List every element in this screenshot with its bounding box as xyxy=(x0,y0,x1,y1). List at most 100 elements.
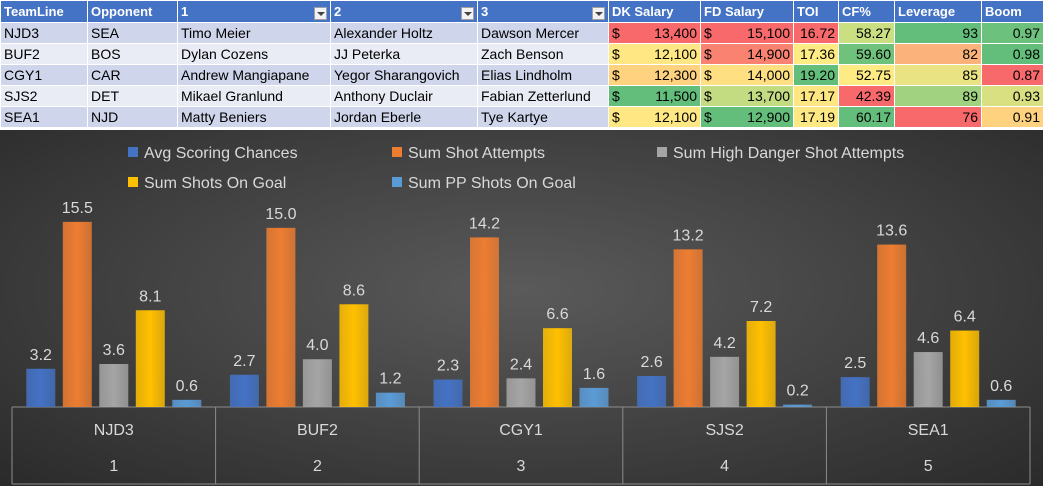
bar xyxy=(913,352,943,407)
column-header: 2 xyxy=(330,0,478,23)
table-header-row: TeamLine Opponent 1 2 3 DK Salary FD Salary TOI… xyxy=(0,0,1043,23)
teamline-table: TeamLine Opponent 1 2 3 DK Salary FD Salary TOI… xyxy=(0,0,1043,128)
bar-chart: Avg Scoring Chances Sum Shot Attempts Sum … xyxy=(0,130,1043,486)
bar xyxy=(433,379,463,407)
table-cell-boom: 0.87 xyxy=(981,64,1043,86)
table-row: CGY1 CAR Andrew Mangiapane Yegor Sharangovi… xyxy=(0,64,1043,86)
salary-value: 14,900 xyxy=(747,46,790,62)
table-cell-team: NJD3 xyxy=(0,22,88,44)
column-header: 1 xyxy=(177,0,331,23)
table-cell-boom: 0.98 xyxy=(981,43,1043,65)
data-label: 7.2 xyxy=(750,299,772,316)
table-row: BUF2 BOS Dylan Cozens JJ Peterka Zach Benson… xyxy=(0,43,1043,65)
table-row: NJD3 SEA Timo Meier Alexander Holtz Dawson M… xyxy=(0,22,1043,44)
table-cell-team: SEA1 xyxy=(0,106,88,128)
filter-dropdown-icon[interactable] xyxy=(314,6,327,20)
bar xyxy=(877,244,907,407)
data-label: 0.2 xyxy=(786,383,808,400)
table-cell-toi: 17.19 xyxy=(793,106,839,128)
category-index-label: 5 xyxy=(924,458,933,475)
table-cell-toi: 19.20 xyxy=(793,64,839,86)
table-cell-p2: Anthony Duclair xyxy=(330,85,478,107)
bar xyxy=(986,399,1016,407)
column-header-label: Opponent xyxy=(91,4,153,19)
column-header-label: CF% xyxy=(842,4,871,19)
data-label: 2.6 xyxy=(640,354,662,371)
category-label: SEA1 xyxy=(908,422,949,439)
column-header-label: TOI xyxy=(797,4,819,19)
category-label: CGY1 xyxy=(499,422,543,439)
currency-symbol: $ xyxy=(704,25,712,41)
category-index-label: 2 xyxy=(313,458,322,475)
currency-symbol: $ xyxy=(612,88,620,104)
data-label: 2.5 xyxy=(844,355,866,372)
bar xyxy=(840,377,870,407)
data-label: 8.1 xyxy=(139,288,161,305)
table-cell-opp: SEA xyxy=(87,22,178,44)
category-index-label: 4 xyxy=(720,458,729,475)
data-label: 15.0 xyxy=(265,206,296,223)
data-label: 3.2 xyxy=(30,347,52,364)
table-cell-dk: $11,500 xyxy=(608,85,701,107)
bar xyxy=(26,368,56,407)
data-label: 13.2 xyxy=(673,227,704,244)
table-cell-opp: CAR xyxy=(87,64,178,86)
table-cell-dk: $13,400 xyxy=(608,22,701,44)
column-header: CF% xyxy=(838,0,895,23)
table-cell-dk: $12,100 xyxy=(608,106,701,128)
bar xyxy=(172,399,202,407)
table-cell-opp: NJD xyxy=(87,106,178,128)
bar xyxy=(375,392,405,407)
table-cell-fd: $13,700 xyxy=(700,85,794,107)
table-cell-opp: BOS xyxy=(87,43,178,65)
currency-symbol: $ xyxy=(612,25,620,41)
bar xyxy=(710,356,740,407)
table-row: SEA1 NJD Matty Beniers Jordan Eberle Tye Kar… xyxy=(0,106,1043,128)
column-header-label: 2 xyxy=(334,3,342,19)
column-header-label: 1 xyxy=(181,3,189,19)
bar xyxy=(99,364,129,407)
table-cell-cf: 58.27 xyxy=(838,22,895,44)
data-label: 1.2 xyxy=(379,371,401,388)
column-header-label: TeamLine xyxy=(4,4,64,19)
table-cell-p1: Andrew Mangiapane xyxy=(177,64,331,86)
table-cell-cf: 60.17 xyxy=(838,106,895,128)
bar xyxy=(637,375,667,407)
currency-symbol: $ xyxy=(704,88,712,104)
column-header-label: 3 xyxy=(481,3,489,19)
salary-value: 12,100 xyxy=(654,46,697,62)
currency-symbol: $ xyxy=(704,109,712,125)
filter-dropdown-icon[interactable] xyxy=(461,6,474,20)
category-label: BUF2 xyxy=(297,422,338,439)
data-label: 3.6 xyxy=(103,342,125,359)
column-header: Leverage xyxy=(894,0,982,23)
salary-value: 15,100 xyxy=(747,25,790,41)
table-cell-cf: 52.75 xyxy=(838,64,895,86)
table-cell-p1: Timo Meier xyxy=(177,22,331,44)
table-cell-fd: $14,900 xyxy=(700,43,794,65)
table-cell-boom: 0.93 xyxy=(981,85,1043,107)
column-header: FD Salary xyxy=(700,0,794,23)
table-cell-team: CGY1 xyxy=(0,64,88,86)
legend-swatch xyxy=(128,147,138,157)
table-cell-lev: 89 xyxy=(894,85,982,107)
data-label: 2.4 xyxy=(510,356,532,373)
bar xyxy=(506,378,536,407)
legend-swatch xyxy=(657,147,667,157)
salary-value: 14,000 xyxy=(747,67,790,83)
salary-value: 12,100 xyxy=(654,109,697,125)
table-cell-fd: $14,000 xyxy=(700,64,794,86)
table-cell-dk: $12,100 xyxy=(608,43,701,65)
table-cell-toi: 16.72 xyxy=(793,22,839,44)
legend-swatch xyxy=(392,177,402,187)
bar xyxy=(135,310,165,407)
table-cell-toi: 17.17 xyxy=(793,85,839,107)
bar xyxy=(543,328,572,407)
table-cell-cf: 59.60 xyxy=(838,43,895,65)
table-cell-cf: 42.39 xyxy=(838,85,895,107)
filter-dropdown-icon[interactable] xyxy=(592,6,605,20)
bar xyxy=(673,249,703,407)
table-cell-p1: Mikael Granlund xyxy=(177,85,331,107)
data-label: 15.5 xyxy=(62,200,93,217)
currency-symbol: $ xyxy=(704,46,712,62)
